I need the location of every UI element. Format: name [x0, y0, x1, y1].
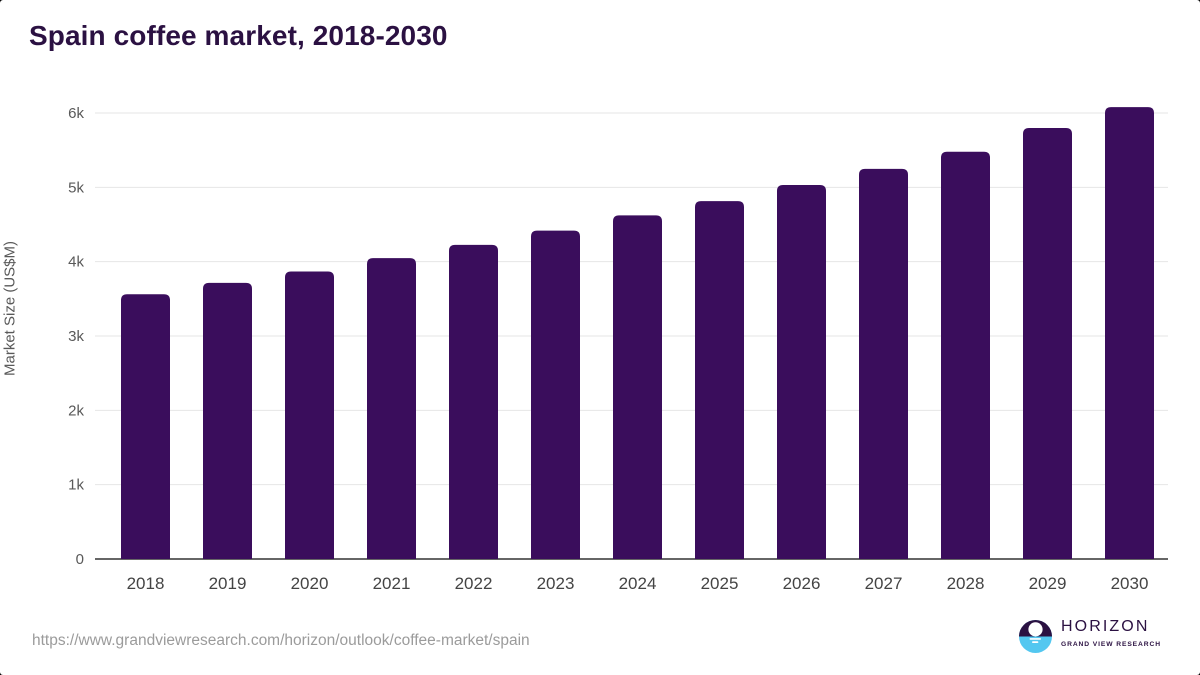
- svg-text:2027: 2027: [865, 574, 903, 593]
- svg-text:2029: 2029: [1029, 574, 1067, 593]
- svg-text:3k: 3k: [68, 328, 84, 345]
- svg-text:2025: 2025: [701, 574, 739, 593]
- svg-text:2024: 2024: [619, 574, 657, 593]
- svg-text:2k: 2k: [68, 402, 84, 419]
- svg-text:2019: 2019: [209, 574, 247, 593]
- svg-text:5k: 5k: [68, 179, 84, 196]
- svg-text:2020: 2020: [291, 574, 329, 593]
- svg-text:1k: 1k: [68, 477, 84, 494]
- svg-text:2021: 2021: [373, 574, 411, 593]
- svg-text:2018: 2018: [127, 574, 165, 593]
- svg-text:2023: 2023: [537, 574, 575, 593]
- svg-text:6k: 6k: [68, 105, 84, 122]
- svg-text:2030: 2030: [1111, 574, 1149, 593]
- svg-text:2026: 2026: [783, 574, 821, 593]
- svg-text:2022: 2022: [455, 574, 493, 593]
- svg-text:2028: 2028: [947, 574, 985, 593]
- svg-text:0: 0: [76, 551, 84, 568]
- svg-text:4k: 4k: [68, 254, 84, 271]
